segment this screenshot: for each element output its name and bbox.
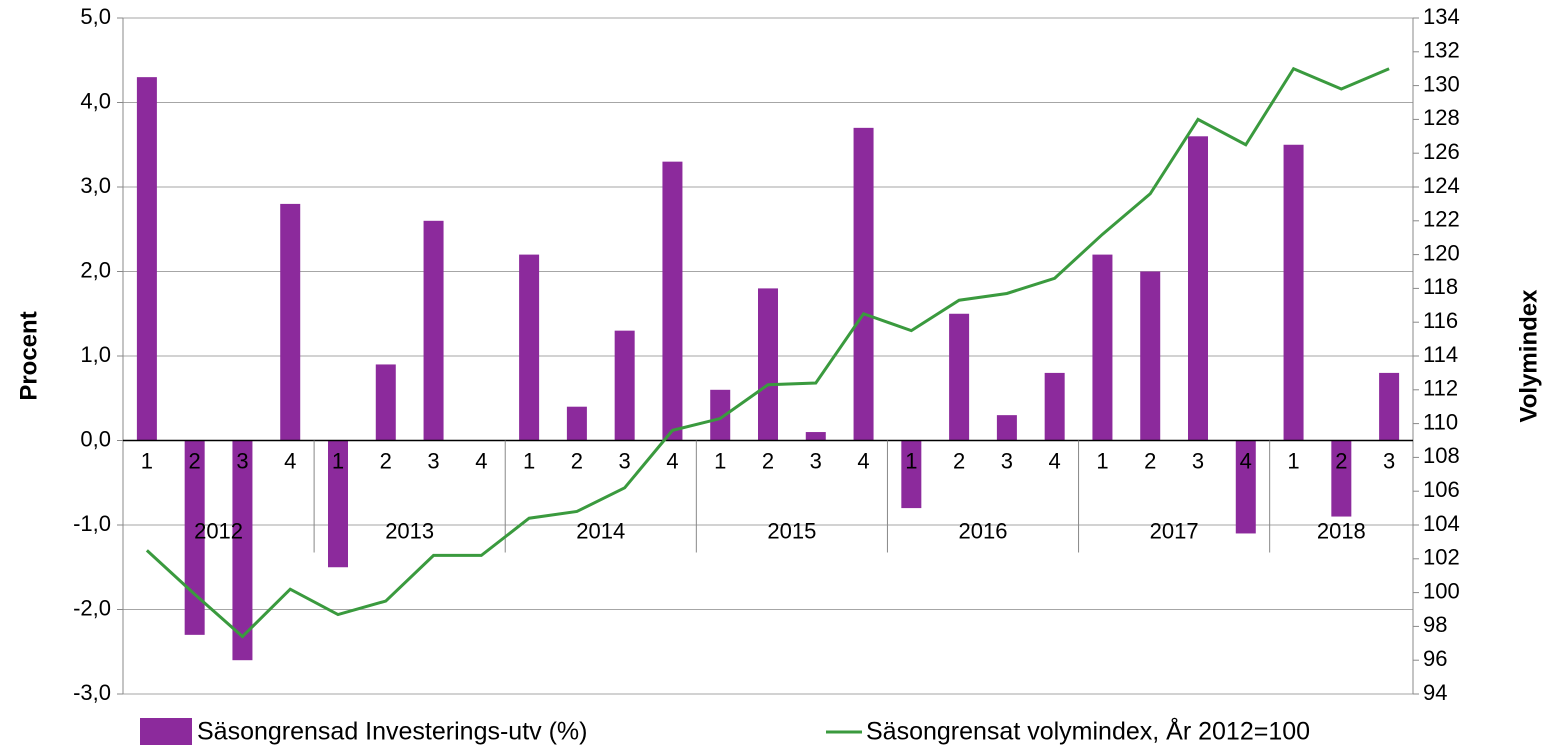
group-label: 2018	[1317, 518, 1366, 543]
x-tick-label: 4	[284, 448, 296, 473]
y2-axis-title: Volymindex	[1515, 289, 1542, 423]
x-tick-label: 1	[1287, 448, 1299, 473]
bar	[1331, 440, 1352, 517]
y2-tick-label: 132	[1423, 38, 1460, 63]
y2-tick-label: 120	[1423, 240, 1460, 265]
x-tick-label: 2	[571, 448, 583, 473]
y-tick-label: 3,0	[80, 173, 111, 198]
x-tick-label: 3	[427, 448, 439, 473]
y2-tick-label: 134	[1423, 4, 1460, 29]
y-axis-title: Procent	[15, 311, 42, 400]
bar	[184, 440, 205, 635]
x-tick-label: 2	[1144, 448, 1156, 473]
bar	[519, 254, 540, 441]
y-tick-label: -1,0	[73, 511, 111, 536]
group-label: 2014	[576, 518, 625, 543]
bar	[949, 313, 970, 441]
bar	[136, 77, 157, 441]
y2-tick-label: 112	[1423, 376, 1458, 401]
y-tick-label: 5,0	[80, 4, 111, 29]
y2-tick-label: 126	[1423, 139, 1460, 164]
y-tick-label: -3,0	[73, 680, 111, 705]
x-tick-label: 4	[1049, 448, 1061, 473]
bar	[1188, 136, 1208, 441]
bar	[328, 440, 348, 568]
group-label: 2015	[767, 518, 816, 543]
y2-tick-label: 130	[1423, 71, 1460, 96]
y2-tick-label: 94	[1423, 680, 1447, 705]
y2-tick-label: 116	[1423, 308, 1458, 333]
x-tick-label: 4	[1240, 448, 1252, 473]
bar	[710, 389, 731, 441]
x-tick-label: 3	[1192, 448, 1204, 473]
y2-tick-label: 114	[1423, 342, 1458, 367]
legend-label: Säsongrensat volymindex, År 2012=100	[866, 716, 1310, 746]
y2-tick-label: 106	[1423, 477, 1460, 502]
x-tick-label: 3	[810, 448, 822, 473]
group-label: 2017	[1150, 518, 1199, 543]
y-tick-label: 2,0	[80, 257, 111, 282]
y2-tick-label: 100	[1423, 578, 1460, 603]
x-tick-label: 4	[475, 448, 487, 473]
x-tick-label: 4	[857, 448, 869, 473]
y2-tick-label: 102	[1423, 545, 1460, 570]
x-tick-label: 2	[762, 448, 774, 473]
y2-tick-label: 96	[1423, 646, 1447, 671]
bar	[1140, 271, 1161, 441]
x-tick-label: 3	[1383, 448, 1395, 473]
x-tick-label: 1	[905, 448, 917, 473]
x-tick-label: 3	[1001, 448, 1013, 473]
bar	[375, 364, 396, 441]
bar	[901, 440, 922, 509]
bar	[1235, 440, 1256, 534]
x-tick-label: 1	[332, 448, 344, 473]
x-tick-label: 3	[619, 448, 631, 473]
x-tick-label: 2	[380, 448, 392, 473]
y-tick-label: -2,0	[73, 595, 111, 620]
group-label: 2013	[385, 518, 434, 543]
x-tick-label: 1	[141, 448, 153, 473]
x-tick-label: 4	[666, 448, 678, 473]
bar	[232, 440, 253, 661]
bar	[280, 203, 301, 441]
y-tick-label: 4,0	[80, 88, 111, 113]
bar	[566, 406, 587, 441]
y2-tick-label: 122	[1423, 207, 1460, 232]
bar	[758, 288, 778, 441]
bar	[662, 161, 683, 441]
group-label: 2012	[194, 518, 243, 543]
bar	[1092, 254, 1113, 441]
bar	[1379, 372, 1400, 441]
y2-tick-label: 124	[1423, 173, 1460, 198]
x-tick-label: 2	[1335, 448, 1347, 473]
y-tick-label: 1,0	[80, 342, 111, 367]
bar	[853, 127, 874, 441]
bar	[1044, 372, 1065, 441]
y2-tick-label: 98	[1423, 612, 1447, 637]
legend-swatch	[140, 718, 192, 745]
group-label: 2016	[959, 518, 1008, 543]
x-tick-label: 1	[523, 448, 535, 473]
x-tick-label: 1	[714, 448, 726, 473]
line	[145, 66, 1390, 639]
y-tick-label: 0,0	[80, 426, 111, 451]
bar	[423, 220, 444, 441]
x-tick-label: 2	[189, 448, 201, 473]
y2-tick-label: 104	[1423, 511, 1460, 536]
bar	[614, 330, 635, 441]
bar	[1283, 144, 1304, 441]
legend-label: Säsongrensad Investerings-utv (%)	[197, 718, 587, 746]
x-tick-label: 1	[1096, 448, 1108, 473]
y2-tick-label: 108	[1423, 443, 1460, 468]
x-tick-label: 2	[953, 448, 965, 473]
y2-tick-label: 118	[1423, 274, 1458, 299]
y2-tick-label: 110	[1423, 409, 1458, 434]
y2-tick-label: 128	[1423, 105, 1460, 130]
x-tick-label: 3	[236, 448, 248, 473]
bar	[996, 415, 1017, 441]
bar	[805, 432, 826, 441]
